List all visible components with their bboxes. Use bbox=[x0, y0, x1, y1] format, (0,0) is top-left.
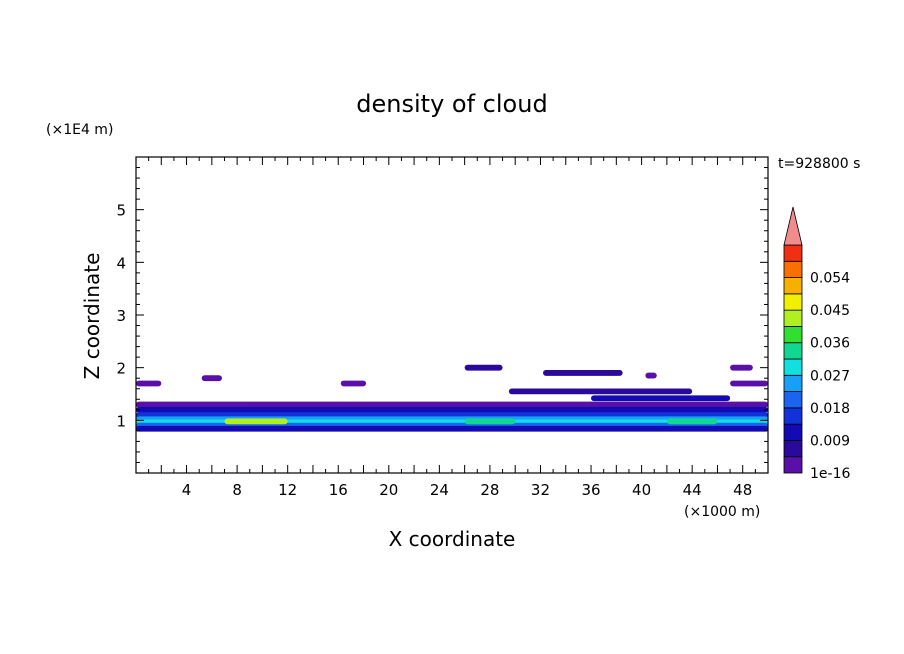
colorbar-label: 0.018 bbox=[810, 401, 850, 417]
colorbar-label: 0.036 bbox=[810, 336, 850, 352]
density-band-9 bbox=[591, 395, 731, 402]
density-band-0 bbox=[136, 380, 162, 387]
colorbar-extend-max bbox=[783, 206, 803, 246]
x-tick-label: 32 bbox=[531, 481, 550, 499]
colorbar-label: 0.054 bbox=[810, 271, 850, 287]
plot-area bbox=[136, 364, 768, 432]
colorbar-box-11 bbox=[783, 277, 803, 295]
density-band-7 bbox=[730, 380, 768, 387]
colorbar-label: 1e-16 bbox=[810, 466, 850, 482]
colorbar-box-3 bbox=[783, 407, 803, 425]
colorbar-box-9 bbox=[783, 309, 803, 327]
y-unit-label: (×1E4 m) bbox=[46, 122, 113, 138]
y-tick-label: 3 bbox=[116, 307, 126, 325]
colorbar-box-0 bbox=[783, 456, 803, 474]
x-tick-label: 44 bbox=[683, 481, 702, 499]
colorbar: 1e-16 0.009 0.018 0.027 0.036 0.045 0.054 bbox=[783, 206, 850, 482]
colorbar-box-6 bbox=[783, 358, 803, 376]
colorbar-box-4 bbox=[783, 391, 803, 409]
density-band-8 bbox=[508, 388, 693, 395]
colorbar-label: 0.027 bbox=[810, 368, 850, 384]
colorbar-box-8 bbox=[783, 326, 803, 344]
x-tick-label: 40 bbox=[632, 481, 651, 499]
x-ticks: 4 8 12 16 20 24 28 32 36 40 44 48 bbox=[148, 157, 756, 499]
density-band-10 bbox=[136, 401, 768, 408]
y-tick-label: 1 bbox=[116, 412, 126, 430]
colorbar-box-2 bbox=[783, 423, 803, 441]
x-tick-label: 36 bbox=[581, 481, 600, 499]
chart-title: density of cloud bbox=[356, 90, 547, 118]
colorbar-box-1 bbox=[783, 440, 803, 458]
x-tick-label: 48 bbox=[733, 481, 752, 499]
y-tick-label: 4 bbox=[116, 254, 126, 272]
x-axis-label: X coordinate bbox=[389, 527, 516, 551]
density-band-17 bbox=[224, 418, 288, 425]
colorbar-box-5 bbox=[783, 374, 803, 392]
x-tick-label: 16 bbox=[329, 481, 348, 499]
colorbar-label: 0.045 bbox=[810, 303, 850, 319]
density-band-11 bbox=[136, 406, 768, 413]
density-band-19 bbox=[464, 418, 516, 425]
colorbar-box-12 bbox=[783, 260, 803, 278]
colorbar-box-7 bbox=[783, 342, 803, 360]
density-band-3 bbox=[464, 364, 503, 371]
density-band-4 bbox=[543, 370, 623, 376]
colorbar-label: 0.009 bbox=[810, 433, 850, 449]
density-band-1 bbox=[201, 375, 222, 382]
x-tick-label: 4 bbox=[182, 481, 192, 499]
x-tick-label: 20 bbox=[379, 481, 398, 499]
density-band-6 bbox=[730, 364, 753, 371]
colorbar-box-10 bbox=[783, 293, 803, 311]
density-band-5 bbox=[645, 372, 657, 379]
time-label: t=928800 s bbox=[778, 156, 860, 172]
colorbar-box-13 bbox=[783, 244, 803, 262]
x-tick-label: 12 bbox=[278, 481, 297, 499]
y-ticks: 1 2 3 4 5 bbox=[116, 167, 768, 463]
x-tick-label: 24 bbox=[430, 481, 449, 499]
x-tick-label: 28 bbox=[480, 481, 499, 499]
y-tick-label: 2 bbox=[116, 360, 126, 378]
y-tick-label: 5 bbox=[116, 202, 126, 220]
x-tick-label: 8 bbox=[232, 481, 242, 499]
y-axis-label: Z coordinate bbox=[80, 253, 104, 380]
density-band-16 bbox=[136, 425, 768, 432]
x-unit-label: (×1000 m) bbox=[684, 504, 760, 520]
density-band-18 bbox=[666, 418, 718, 425]
density-band-2 bbox=[340, 380, 367, 387]
